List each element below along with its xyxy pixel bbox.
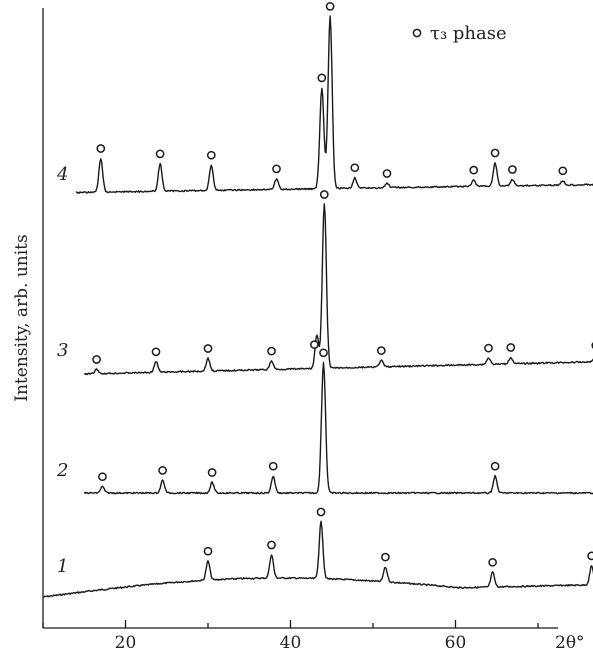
phase-marker [151, 347, 161, 357]
phase-marker [206, 150, 216, 160]
phase-marker [558, 166, 568, 176]
trace-line-4 [75, 15, 593, 194]
phase-marker [508, 165, 517, 174]
phase-marker [376, 346, 386, 355]
trace-group-4: 4 [56, 2, 593, 194]
phase-marker [272, 164, 281, 174]
trace-group-2: 2 [56, 348, 593, 495]
phase-marker [155, 149, 165, 159]
phase-marker [317, 73, 327, 83]
phase-marker [469, 165, 479, 175]
trace-number-label: 1 [57, 556, 68, 577]
phase-marker [158, 466, 167, 475]
trace-line-3 [83, 203, 593, 376]
phase-marker [203, 546, 213, 556]
phase-marker [267, 346, 276, 356]
phase-marker [203, 344, 213, 353]
phase-marker [488, 557, 497, 567]
trace-line-2 [83, 361, 593, 495]
trace-group-1: 1 [43, 507, 593, 598]
phase-marker [350, 163, 360, 173]
x-tick-label: 60 [445, 633, 467, 653]
legend-marker-icon [412, 28, 422, 38]
legend-label: τ₃ phase [430, 23, 507, 44]
x-tick-label: 20 [115, 633, 137, 653]
phase-marker [98, 472, 107, 482]
phase-marker [92, 355, 101, 364]
trace-number-label: 3 [57, 340, 68, 361]
x-axis-label: 2θ° [555, 633, 585, 653]
phase-marker [325, 2, 335, 11]
trace-number-label: 2 [56, 460, 68, 481]
phase-marker [490, 461, 500, 471]
phase-marker [268, 461, 278, 471]
phase-marker [207, 468, 217, 477]
trace-group-3: 3 [57, 190, 593, 376]
trace-line-1 [43, 520, 593, 598]
phase-marker [381, 552, 390, 562]
y-axis-label: Intensity, arb. units [12, 234, 32, 402]
x-ticks: 20406080 [42, 620, 539, 653]
axes [42, 8, 558, 629]
trace-number-label: 4 [56, 164, 68, 185]
phase-marker [310, 340, 319, 349]
phase-marker [319, 190, 329, 199]
phase-marker [382, 169, 392, 178]
x-tick-label: 40 [280, 633, 302, 653]
phase-marker [484, 343, 493, 353]
phase-marker [490, 148, 500, 158]
phase-marker [267, 540, 276, 550]
legend: τ₃ phase [412, 23, 507, 44]
phase-marker [319, 348, 328, 358]
phase-marker [506, 343, 516, 352]
phase-marker [316, 507, 326, 517]
traces: 1 2 3 4 [43, 2, 593, 598]
phase-marker [587, 551, 593, 561]
phase-marker [96, 144, 106, 153]
